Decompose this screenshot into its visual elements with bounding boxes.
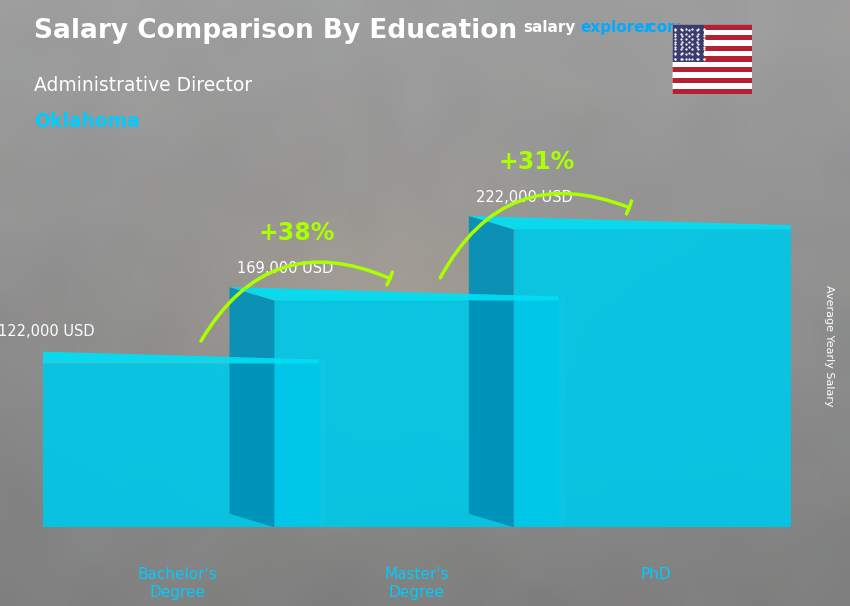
Polygon shape: [230, 287, 558, 301]
Bar: [672, 78, 752, 83]
Polygon shape: [35, 364, 320, 527]
Text: Oklahoma: Oklahoma: [34, 112, 139, 131]
Polygon shape: [0, 350, 35, 527]
Polygon shape: [558, 294, 565, 527]
Bar: [672, 83, 752, 88]
Bar: [672, 30, 752, 35]
Bar: [672, 24, 704, 62]
Bar: [672, 67, 752, 73]
Bar: [672, 41, 752, 45]
Polygon shape: [320, 357, 326, 527]
Text: 169,000 USD: 169,000 USD: [237, 261, 333, 276]
Text: PhD: PhD: [641, 567, 672, 582]
Bar: [672, 24, 752, 30]
Text: +38%: +38%: [258, 221, 335, 245]
Polygon shape: [798, 222, 805, 527]
Polygon shape: [275, 301, 558, 527]
Polygon shape: [469, 216, 513, 527]
Bar: [672, 35, 752, 41]
Bar: [672, 51, 752, 56]
Text: Administrative Director: Administrative Director: [34, 76, 252, 95]
Polygon shape: [0, 350, 320, 364]
Bar: [672, 56, 752, 62]
Text: +31%: +31%: [498, 150, 575, 175]
Text: Master's
Degree: Master's Degree: [384, 567, 449, 600]
Bar: [672, 88, 752, 94]
Text: Average Yearly Salary: Average Yearly Salary: [824, 285, 834, 406]
Polygon shape: [469, 216, 798, 229]
Text: 122,000 USD: 122,000 USD: [0, 324, 94, 339]
Bar: [672, 45, 752, 51]
Bar: [672, 73, 752, 78]
Text: Salary Comparison By Education: Salary Comparison By Education: [34, 18, 517, 44]
Text: Bachelor's
Degree: Bachelor's Degree: [137, 567, 217, 600]
Polygon shape: [230, 287, 275, 527]
Bar: [672, 62, 752, 67]
Polygon shape: [513, 229, 798, 527]
Text: explorer: explorer: [581, 20, 653, 35]
Text: .com: .com: [643, 20, 683, 35]
Text: salary: salary: [523, 20, 575, 35]
Text: 222,000 USD: 222,000 USD: [476, 190, 573, 205]
